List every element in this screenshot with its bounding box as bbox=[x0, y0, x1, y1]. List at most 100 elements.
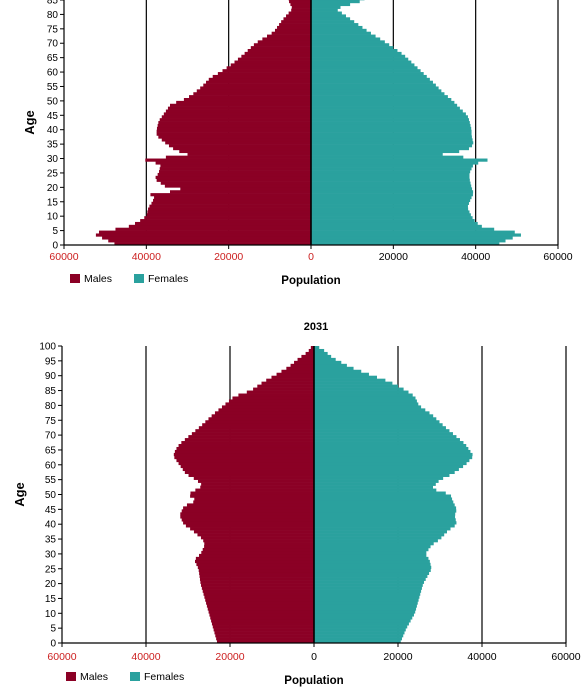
male-bar bbox=[183, 98, 311, 102]
female-bar bbox=[314, 518, 456, 522]
male-bar bbox=[174, 455, 314, 460]
male-bar bbox=[159, 118, 311, 122]
male-bar bbox=[158, 121, 311, 125]
male-bar bbox=[195, 556, 314, 561]
male-bar bbox=[151, 201, 311, 205]
female-bar bbox=[314, 399, 417, 403]
female-bar bbox=[314, 432, 453, 436]
female-bar bbox=[311, 25, 363, 30]
y-tick-label: 35 bbox=[45, 535, 57, 546]
female-bar bbox=[314, 348, 325, 353]
female-bar bbox=[314, 527, 451, 531]
y-tick-label: 35 bbox=[47, 140, 59, 151]
female-bar bbox=[311, 233, 521, 237]
y-tick-label: 40 bbox=[45, 520, 57, 531]
female-bar bbox=[314, 482, 436, 486]
y-tick-label: 10 bbox=[45, 609, 57, 620]
male-bar bbox=[203, 539, 314, 543]
female-bar bbox=[311, 141, 474, 145]
y-tick-label: 45 bbox=[47, 111, 59, 122]
female-bar bbox=[311, 184, 472, 188]
male-bar bbox=[294, 360, 314, 365]
male-bar bbox=[102, 236, 312, 240]
male-bar bbox=[178, 444, 314, 448]
female-bar bbox=[311, 57, 409, 61]
male-bar bbox=[244, 51, 311, 56]
male-bar bbox=[199, 577, 314, 581]
female-bar bbox=[314, 444, 467, 448]
male-bar bbox=[190, 527, 314, 531]
male-bar bbox=[205, 420, 314, 424]
female-bar bbox=[311, 34, 376, 38]
male-bar bbox=[181, 518, 314, 522]
male-bar bbox=[187, 152, 311, 156]
female-bar bbox=[311, 201, 469, 205]
y-tick-label: 50 bbox=[45, 490, 57, 501]
female-bar bbox=[311, 106, 460, 110]
male-bar bbox=[149, 204, 311, 208]
female-bar bbox=[314, 411, 430, 415]
female-bar bbox=[314, 500, 454, 504]
male-bar bbox=[246, 390, 314, 394]
male-bar bbox=[157, 172, 311, 177]
male-bar bbox=[176, 458, 314, 463]
female-bar bbox=[311, 207, 469, 211]
female-bar bbox=[311, 5, 341, 9]
female-bar bbox=[311, 80, 433, 84]
female-bar bbox=[314, 512, 456, 516]
male-bar bbox=[193, 476, 314, 480]
female-bar bbox=[314, 625, 408, 629]
male-bar bbox=[208, 417, 314, 421]
male-bar bbox=[161, 115, 311, 119]
y-tick-label: 30 bbox=[47, 154, 59, 165]
male-bar bbox=[291, 8, 311, 12]
x-axis-label: Population bbox=[284, 675, 343, 687]
y-tick-label: 80 bbox=[45, 401, 57, 412]
female-bar bbox=[314, 423, 443, 427]
male-bar bbox=[190, 494, 314, 498]
female-bar bbox=[314, 616, 413, 620]
male-bar bbox=[195, 488, 314, 492]
female-bar bbox=[311, 20, 355, 24]
female-bar bbox=[311, 100, 455, 105]
male-bar bbox=[208, 77, 311, 82]
male-bar bbox=[286, 366, 314, 371]
male-bar bbox=[277, 25, 311, 30]
female-bar bbox=[314, 571, 430, 575]
female-bar bbox=[311, 129, 472, 133]
male-bar bbox=[211, 414, 314, 418]
female-bar bbox=[314, 550, 427, 555]
male-bar bbox=[197, 479, 314, 483]
female-bar bbox=[314, 393, 413, 397]
male-bar bbox=[221, 405, 314, 409]
female-bar bbox=[314, 346, 320, 350]
female-bar bbox=[311, 46, 394, 50]
male-bar bbox=[198, 426, 314, 430]
female-bar bbox=[311, 83, 436, 87]
female-bar bbox=[311, 72, 424, 76]
male-bar bbox=[181, 441, 314, 445]
female-bar bbox=[311, 11, 342, 15]
male-bar bbox=[176, 446, 314, 451]
male-bar bbox=[156, 178, 311, 182]
male-bar bbox=[163, 112, 311, 116]
female-bar bbox=[311, 147, 469, 151]
x-tick-label: 20000 bbox=[215, 651, 244, 663]
female-bar bbox=[314, 375, 377, 379]
female-bar bbox=[314, 372, 369, 376]
female-bar bbox=[311, 167, 472, 171]
female-bar bbox=[311, 43, 390, 47]
male-bar bbox=[202, 423, 314, 427]
male-bar bbox=[289, 0, 311, 4]
female-bar bbox=[314, 464, 464, 469]
female-bar bbox=[314, 473, 450, 477]
male-bar bbox=[253, 387, 314, 391]
male-bar bbox=[135, 221, 311, 226]
male-bar bbox=[206, 80, 311, 84]
male-bar bbox=[173, 147, 311, 151]
male-bar bbox=[160, 181, 311, 185]
male-bar bbox=[150, 193, 311, 197]
female-bar bbox=[314, 530, 447, 534]
male-bar bbox=[228, 399, 314, 403]
male-bar bbox=[200, 580, 314, 584]
